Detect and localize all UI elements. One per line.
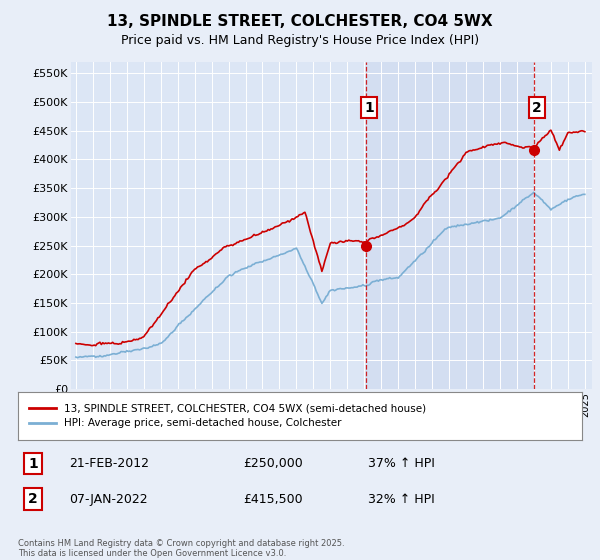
Text: Price paid vs. HM Land Registry's House Price Index (HPI): Price paid vs. HM Land Registry's House …: [121, 34, 479, 46]
Text: £415,500: £415,500: [244, 493, 303, 506]
Text: 07-JAN-2022: 07-JAN-2022: [69, 493, 148, 506]
Text: 2: 2: [28, 492, 38, 506]
Text: 37% ↑ HPI: 37% ↑ HPI: [368, 457, 434, 470]
Text: 1: 1: [364, 101, 374, 115]
Text: 1: 1: [28, 456, 38, 470]
Text: 21-FEB-2012: 21-FEB-2012: [69, 457, 149, 470]
Text: £250,000: £250,000: [244, 457, 304, 470]
Text: Contains HM Land Registry data © Crown copyright and database right 2025.
This d: Contains HM Land Registry data © Crown c…: [18, 539, 344, 558]
Text: 13, SPINDLE STREET, COLCHESTER, CO4 5WX: 13, SPINDLE STREET, COLCHESTER, CO4 5WX: [107, 14, 493, 29]
Text: 32% ↑ HPI: 32% ↑ HPI: [368, 493, 434, 506]
Legend: 13, SPINDLE STREET, COLCHESTER, CO4 5WX (semi-detached house), HPI: Average pric: 13, SPINDLE STREET, COLCHESTER, CO4 5WX …: [23, 397, 432, 435]
Text: 2: 2: [532, 101, 542, 115]
Bar: [367, 62, 535, 389]
